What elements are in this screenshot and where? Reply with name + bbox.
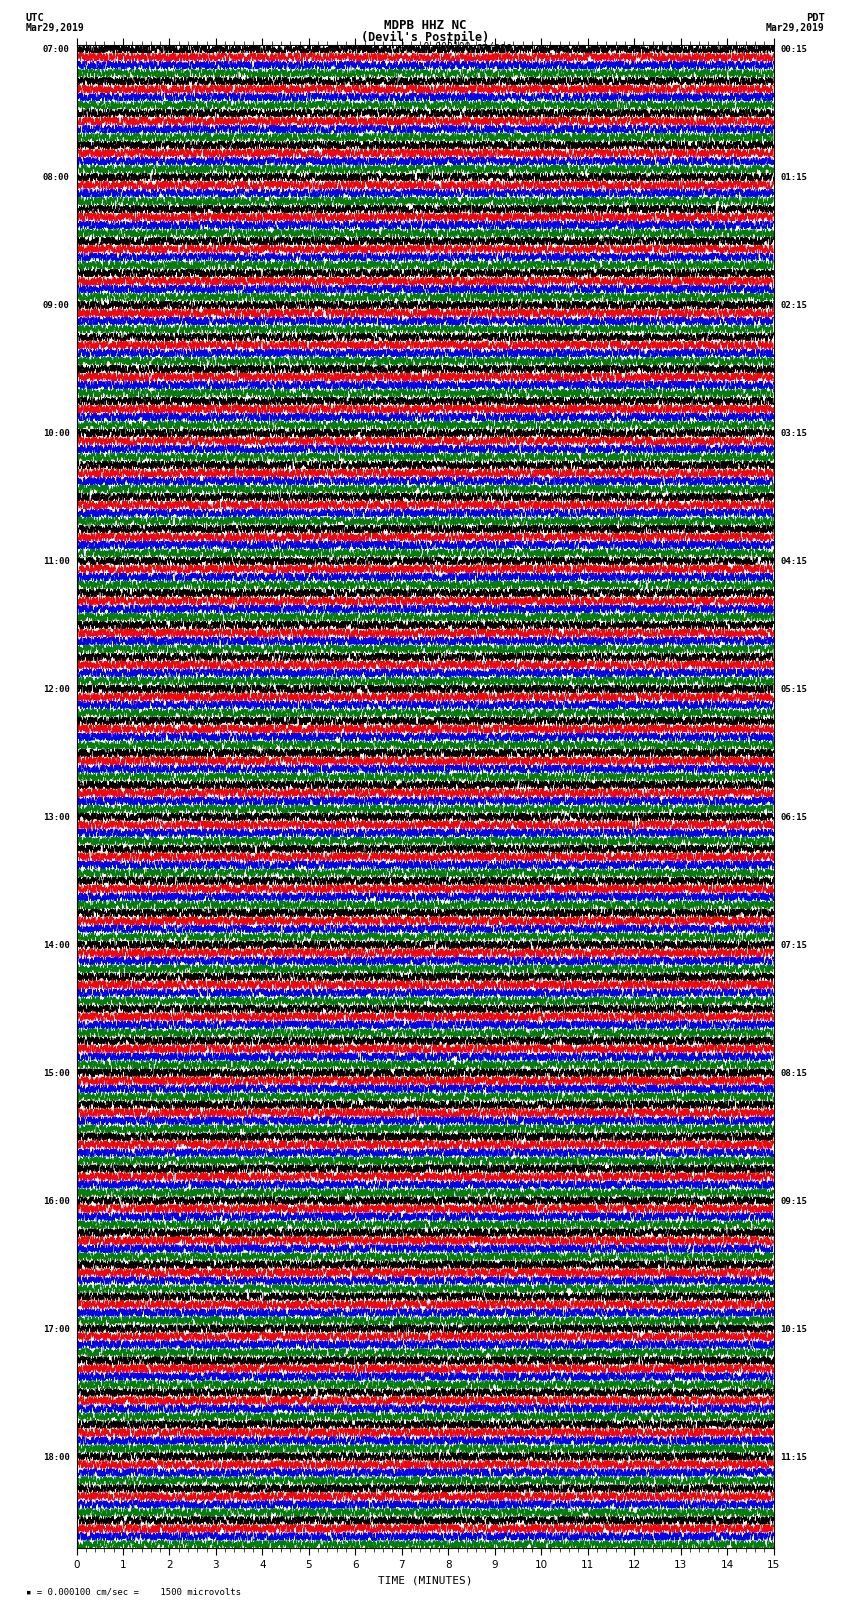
Text: Mar29,2019: Mar29,2019 [26, 23, 84, 32]
Text: (Devil's Postpile): (Devil's Postpile) [361, 31, 489, 44]
Text: 10:15: 10:15 [780, 1324, 808, 1334]
Text: 12:00: 12:00 [42, 686, 70, 694]
Text: Mar29,2019: Mar29,2019 [766, 23, 824, 32]
Text: 13:00: 13:00 [42, 813, 70, 821]
Text: 17:00: 17:00 [42, 1324, 70, 1334]
Text: 11:00: 11:00 [42, 556, 70, 566]
Text: 03:15: 03:15 [780, 429, 808, 439]
Text: PDT: PDT [806, 13, 824, 23]
Text: 15:00: 15:00 [42, 1069, 70, 1077]
Text: 00:15: 00:15 [780, 45, 808, 55]
Text: 07:15: 07:15 [780, 940, 808, 950]
Text: 11:15: 11:15 [780, 1453, 808, 1461]
Text: 04:15: 04:15 [780, 556, 808, 566]
Text: ▪ = 0.000100 cm/sec =    1500 microvolts: ▪ = 0.000100 cm/sec = 1500 microvolts [26, 1587, 241, 1597]
Text: 09:00: 09:00 [42, 302, 70, 310]
X-axis label: TIME (MINUTES): TIME (MINUTES) [377, 1576, 473, 1586]
Text: 08:15: 08:15 [780, 1069, 808, 1077]
Text: MDPB HHZ NC: MDPB HHZ NC [383, 19, 467, 32]
Text: 01:15: 01:15 [780, 173, 808, 182]
Text: 14:00: 14:00 [42, 940, 70, 950]
Text: 16:00: 16:00 [42, 1197, 70, 1205]
Text: 05:15: 05:15 [780, 686, 808, 694]
Text: 07:00: 07:00 [42, 45, 70, 55]
Text: 18:00: 18:00 [42, 1453, 70, 1461]
Text: | = 0.000100 cm/sec: | = 0.000100 cm/sec [400, 42, 511, 53]
Text: 09:15: 09:15 [780, 1197, 808, 1205]
Text: 02:15: 02:15 [780, 302, 808, 310]
Text: 08:00: 08:00 [42, 173, 70, 182]
Text: UTC: UTC [26, 13, 44, 23]
Text: 06:15: 06:15 [780, 813, 808, 821]
Text: 10:00: 10:00 [42, 429, 70, 439]
